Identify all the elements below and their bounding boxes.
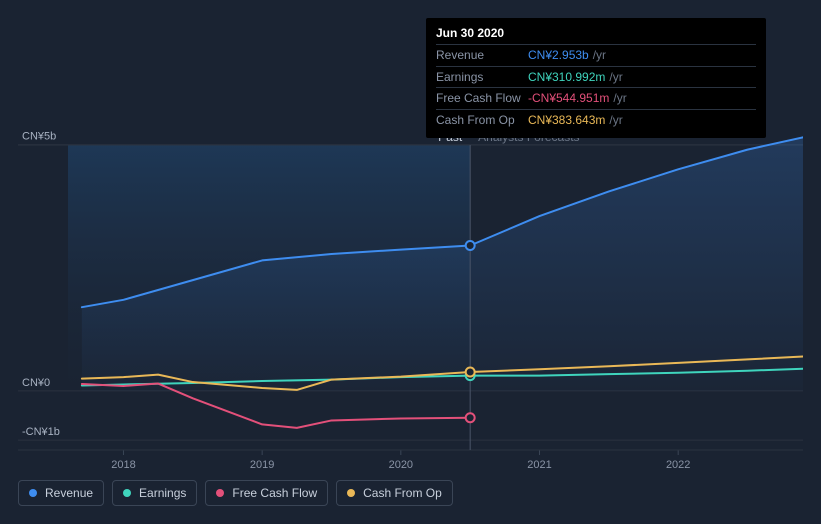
tooltip-row-value: CN¥310.992m	[528, 70, 605, 86]
tooltip-row-label: Cash From Op	[436, 113, 528, 129]
svg-text:CN¥5b: CN¥5b	[22, 131, 56, 143]
legend-dot	[123, 489, 131, 497]
chart-legend: Revenue Earnings Free Cash Flow Cash From O…	[18, 480, 453, 506]
svg-text:2021: 2021	[527, 459, 551, 470]
tooltip-row-unit: /yr	[613, 91, 626, 107]
tooltip-row: Cash From OpCN¥383.643m/yr	[436, 109, 756, 131]
svg-text:2019: 2019	[250, 459, 274, 470]
chart-tooltip: Jun 30 2020 RevenueCN¥2.953b/yrEarningsC…	[426, 18, 766, 138]
tooltip-row: Free Cash Flow-CN¥544.951m/yr	[436, 87, 756, 109]
legend-item-cash-from-op[interactable]: Cash From Op	[336, 480, 453, 506]
legend-item-revenue[interactable]: Revenue	[18, 480, 104, 506]
tooltip-row-value: -CN¥544.951m	[528, 91, 609, 107]
tooltip-row-unit: /yr	[609, 113, 622, 129]
svg-text:2022: 2022	[666, 459, 690, 470]
legend-dot	[29, 489, 37, 497]
legend-item-earnings[interactable]: Earnings	[112, 480, 197, 506]
tooltip-row-unit: /yr	[609, 70, 622, 86]
tooltip-row-value: CN¥383.643m	[528, 113, 605, 129]
tooltip-row: EarningsCN¥310.992m/yr	[436, 66, 756, 88]
svg-text:2020: 2020	[389, 459, 413, 470]
legend-label: Free Cash Flow	[232, 486, 317, 500]
tooltip-row-label: Earnings	[436, 70, 528, 86]
svg-text:CN¥0: CN¥0	[22, 377, 50, 389]
tooltip-row: RevenueCN¥2.953b/yr	[436, 44, 756, 66]
legend-label: Revenue	[45, 486, 93, 500]
tooltip-row-label: Free Cash Flow	[436, 91, 528, 107]
svg-text:-CN¥1b: -CN¥1b	[22, 426, 60, 438]
tooltip-row-value: CN¥2.953b	[528, 48, 589, 64]
tooltip-row-label: Revenue	[436, 48, 528, 64]
legend-label: Cash From Op	[363, 486, 442, 500]
legend-label: Earnings	[139, 486, 186, 500]
tooltip-date: Jun 30 2020	[436, 26, 756, 44]
tooltip-row-unit: /yr	[593, 48, 606, 64]
svg-text:2018: 2018	[111, 459, 135, 470]
legend-dot	[216, 489, 224, 497]
legend-dot	[347, 489, 355, 497]
legend-item-free-cash-flow[interactable]: Free Cash Flow	[205, 480, 328, 506]
